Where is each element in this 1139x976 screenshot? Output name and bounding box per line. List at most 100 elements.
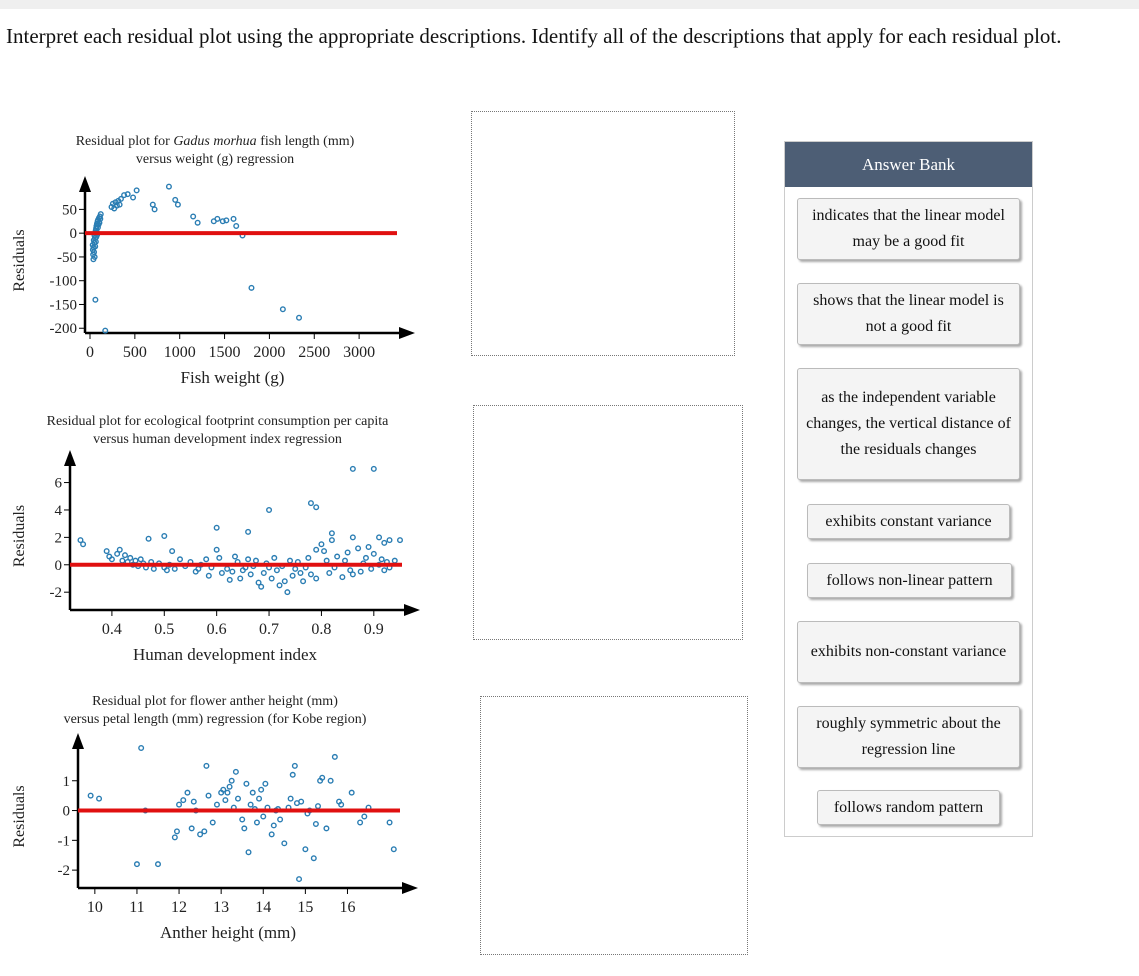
data-point [243,780,250,787]
data-point [149,201,156,208]
data-point [77,537,84,544]
data-point [190,213,197,220]
data-point [344,549,351,556]
data-point [370,550,377,557]
y-tick-label: 0 [63,804,71,820]
data-point [338,801,345,808]
dropzone-plot-3[interactable] [480,696,748,955]
y-tick-label: 50 [62,202,77,218]
data-point [287,557,294,564]
y-tick-label: -150 [50,297,78,313]
y-tick-label: 6 [55,476,63,492]
data-point [224,789,231,796]
data-point [150,565,157,572]
dropzone-plot-1[interactable] [471,111,735,356]
data-point [233,223,240,230]
data-point [291,762,298,769]
data-point [161,532,168,539]
data-point [289,771,296,778]
answer-chip-random-pattern[interactable]: follows random pattern [817,790,1000,825]
data-point [268,831,275,838]
data-point [347,567,354,574]
data-point [349,534,356,541]
data-point [174,201,181,208]
data-point [213,801,220,808]
data-point [234,795,241,802]
data-point [121,552,128,559]
data-point [117,195,124,202]
data-point [292,565,299,572]
x-tick-label: 0.4 [102,621,122,638]
data-point [173,828,180,835]
x-tick-label: 2500 [298,344,330,361]
data-point [229,568,236,575]
data-point [386,537,393,544]
data-point [137,556,144,563]
data-point [245,556,252,563]
data-point [339,574,346,581]
data-point [256,795,263,802]
data-point [232,768,239,775]
data-point [349,465,356,472]
x-tick-label: 15 [297,899,313,916]
x-tick-label: 11 [129,899,144,916]
data-point [361,813,368,820]
data-point [268,575,275,582]
x-tick-label: 0.8 [311,621,331,638]
answer-chip-linear-good-fit[interactable]: indicates that the linear model may be a… [797,198,1020,260]
data-point [348,789,355,796]
data-point [197,831,204,838]
x-tick-label: 10 [87,899,103,916]
answer-chip-non-linear-pattern[interactable]: follows non-linear pattern [807,563,1012,598]
data-point [296,876,303,883]
y-tick-label: 2 [55,530,63,546]
data-point [312,820,319,827]
data-point [323,825,330,832]
data-point [218,569,225,576]
data-point [357,819,364,826]
x-tick-label: 14 [255,899,271,916]
data-point [247,801,254,808]
data-point [297,569,304,576]
data-point [241,825,248,832]
data-point [226,576,233,583]
instructions: Interpret each residual plot using the a… [6,24,1062,48]
data-point [305,554,312,561]
data-point [258,786,265,793]
data-point [313,504,320,511]
answer-chip-constant-variance[interactable]: exhibits constant variance [807,504,1010,539]
data-point [334,553,341,560]
data-point [323,557,330,564]
data-point [108,556,115,563]
data-point [307,500,314,507]
data-point [300,578,307,585]
data-point [281,840,288,847]
x-tick-label: 1000 [164,344,196,361]
data-point [203,556,210,563]
x-tick-label: 0.9 [364,621,384,638]
data-point [247,571,254,578]
y-axis-arrow [64,450,76,466]
data-point [331,753,338,760]
data-point [287,795,294,802]
data-point [138,744,145,751]
data-point [321,548,328,555]
answer-chip-roughly-symmetric[interactable]: roughly symmetric about the regression l… [797,706,1020,768]
data-point [258,583,265,590]
data-point [313,546,320,553]
data-point [249,789,256,796]
x-tick-label: 3000 [343,344,375,361]
data-point [231,553,238,560]
data-point [96,795,103,802]
data-point [245,849,252,856]
data-point [91,253,98,260]
answer-chip-linear-not-good-fit[interactable]: shows that the linear model is not a goo… [797,283,1020,345]
dropzone-plot-2[interactable] [473,405,743,640]
x-tick-label: 13 [213,899,229,916]
data-point [171,834,178,841]
data-point [397,537,404,544]
x-tick-label: 16 [339,899,355,916]
answer-chip-non-constant-variance[interactable]: exhibits non-constant variance [797,621,1020,683]
answer-chip-vertical-distance-changes[interactable]: as the independent variable changes, the… [797,368,1020,480]
data-point [165,183,172,190]
